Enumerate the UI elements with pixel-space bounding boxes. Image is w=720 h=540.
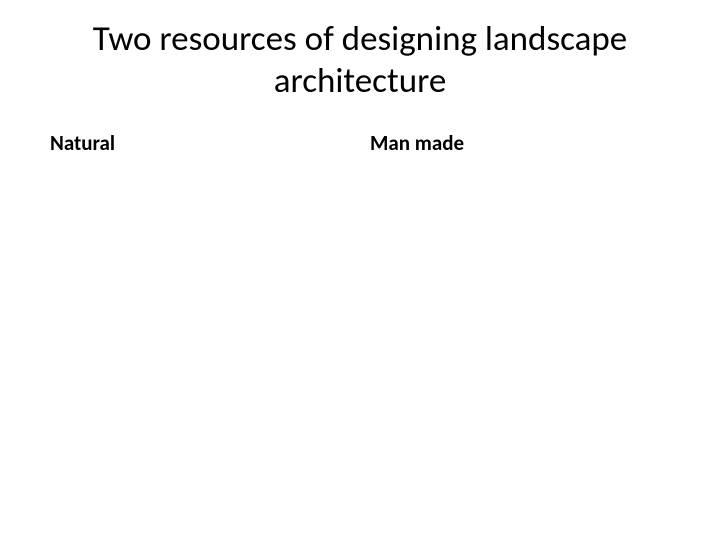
column-left-heading: Natural [50,130,360,156]
slide: Two resources of designing landscape arc… [0,0,720,540]
column-right-heading: Man made [370,130,680,156]
columns-container: Natural Man made [40,130,680,156]
column-right: Man made [360,130,680,156]
column-left: Natural [40,130,360,156]
slide-title: Two resources of designing landscape arc… [40,18,680,102]
